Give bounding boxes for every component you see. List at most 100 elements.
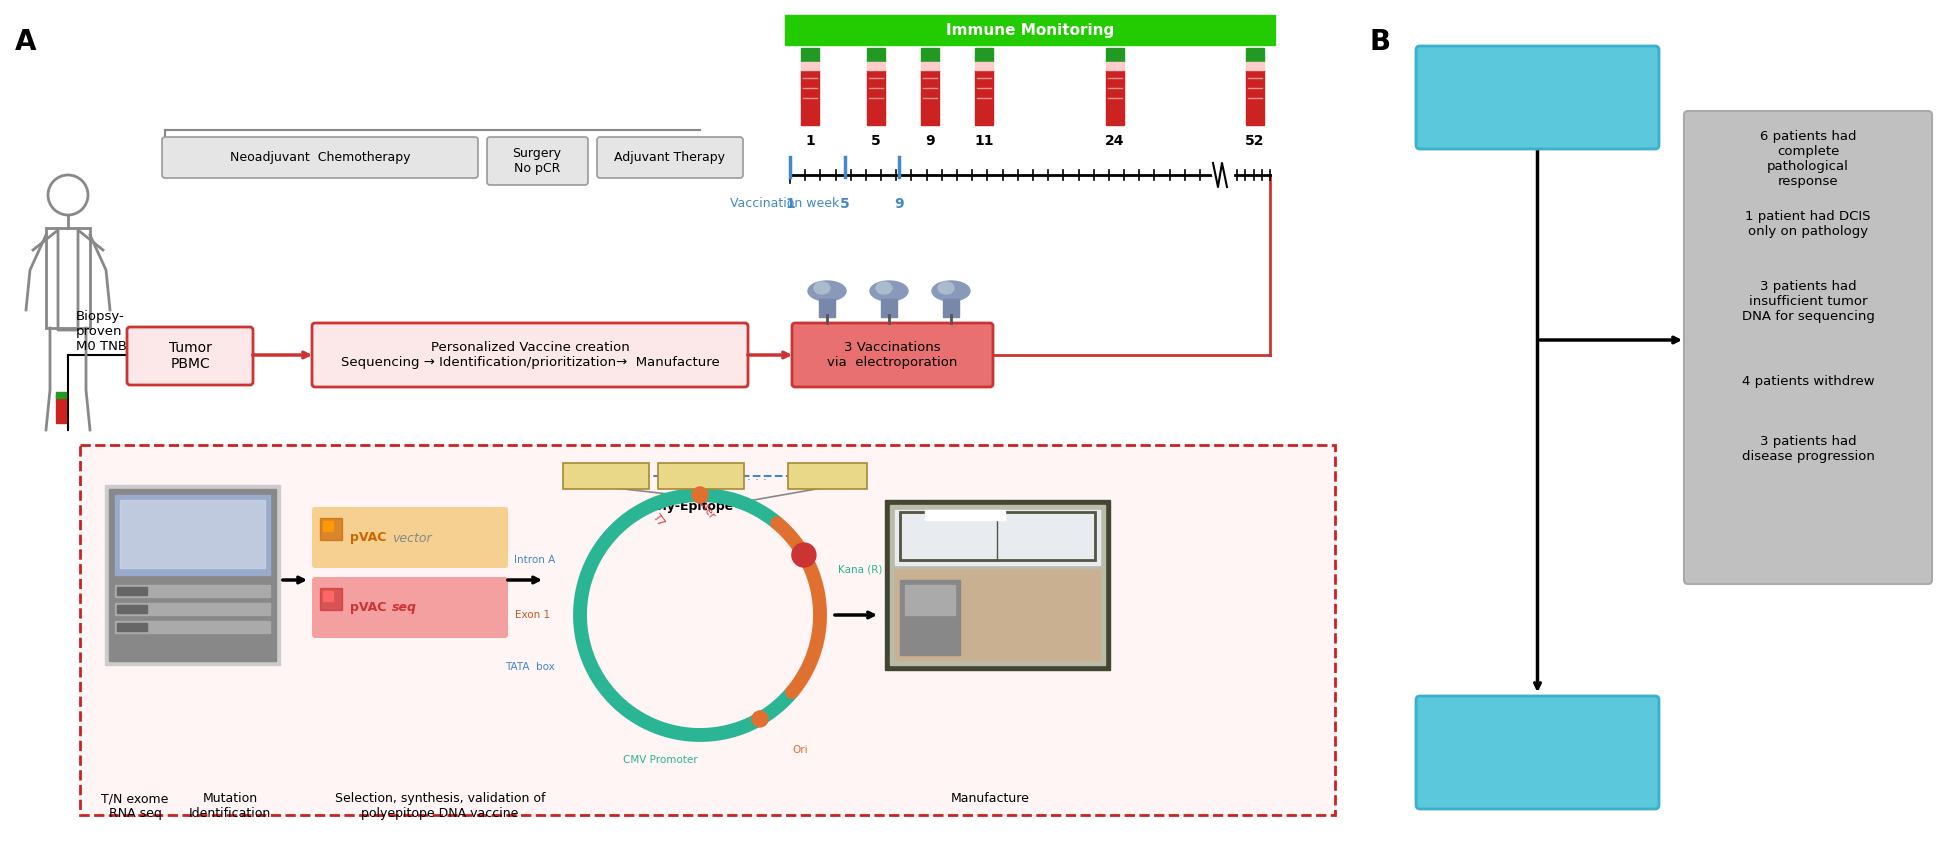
Bar (802, 48, 819, 62)
Text: T7: T7 (650, 512, 666, 528)
Text: T/N exome
RNA seq: T/N exome RNA seq (101, 792, 169, 820)
Ellipse shape (932, 281, 969, 301)
Text: 11: 11 (975, 134, 994, 148)
Text: 1: 1 (784, 197, 794, 211)
Text: Exon 1: Exon 1 (516, 610, 551, 620)
Text: . . .: . . . (747, 469, 767, 483)
Bar (905, 585, 955, 615)
Bar (1245, 48, 1265, 62)
Text: Adjuvant Therapy: Adjuvant Therapy (615, 151, 726, 163)
Bar (920, 48, 940, 62)
FancyBboxPatch shape (1417, 696, 1660, 809)
Bar (899, 512, 1096, 560)
Bar (115, 621, 270, 633)
Bar (899, 580, 959, 655)
FancyBboxPatch shape (311, 577, 508, 638)
Bar (115, 585, 270, 597)
Text: Mutation
Identification: Mutation Identification (189, 792, 270, 820)
Ellipse shape (876, 282, 891, 294)
Text: Surgery
No pCR: Surgery No pCR (512, 147, 562, 175)
Bar (882, 299, 897, 317)
Bar (889, 505, 1105, 665)
Bar (319, 588, 342, 610)
Circle shape (792, 543, 815, 567)
Bar (895, 510, 1099, 565)
Text: Promoter: Promoter (681, 479, 716, 521)
FancyBboxPatch shape (162, 137, 479, 178)
Bar (319, 518, 342, 540)
Text: 5: 5 (841, 197, 850, 211)
Bar (117, 605, 148, 613)
Bar (56, 395, 66, 423)
Bar (1105, 70, 1125, 125)
Text: Kana (R): Kana (R) (839, 565, 882, 575)
FancyBboxPatch shape (658, 463, 743, 489)
Text: 9: 9 (895, 197, 903, 211)
FancyBboxPatch shape (562, 463, 650, 489)
Ellipse shape (808, 281, 847, 301)
Bar (56, 392, 66, 398)
FancyBboxPatch shape (788, 463, 868, 489)
Bar (117, 623, 148, 631)
Text: 3 patients had
insufficient tumor
DNA for sequencing: 3 patients had insufficient tumor DNA fo… (1742, 280, 1874, 323)
Text: Intron A: Intron A (514, 555, 555, 565)
Bar (323, 521, 333, 531)
Bar (868, 62, 885, 70)
Bar (895, 570, 1099, 660)
Bar (121, 500, 265, 568)
Text: EPITOPE n: EPITOPE n (798, 471, 858, 481)
FancyBboxPatch shape (1417, 46, 1660, 149)
Text: 9: 9 (924, 134, 934, 148)
Text: 6 patients had
complete
pathological
response: 6 patients had complete pathological res… (1759, 130, 1856, 188)
Ellipse shape (938, 282, 954, 294)
Circle shape (751, 711, 769, 727)
Text: 52: 52 (1245, 134, 1265, 148)
Bar (868, 70, 885, 125)
Bar (1245, 62, 1265, 70)
Text: 35 Patients with
locally advanced
TNBC consented: 35 Patients with locally advanced TNBC c… (1469, 72, 1605, 123)
Bar (115, 603, 270, 615)
Text: 24: 24 (1105, 134, 1125, 148)
Bar (109, 489, 276, 661)
Bar (885, 500, 1109, 670)
Bar (944, 299, 959, 317)
Text: Tumor
PBMC: Tumor PBMC (169, 341, 212, 371)
Text: 4 patients withdrew: 4 patients withdrew (1742, 375, 1874, 388)
Ellipse shape (870, 281, 909, 301)
Text: 3 patients had
disease progression: 3 patients had disease progression (1742, 435, 1874, 463)
Text: Biopsy-
proven
M0 TNBC: Biopsy- proven M0 TNBC (76, 310, 136, 353)
Bar (802, 70, 819, 125)
Bar (117, 587, 148, 595)
Bar (1245, 70, 1265, 125)
FancyBboxPatch shape (792, 323, 992, 387)
Bar (819, 299, 835, 317)
Text: EPITOPE 2: EPITOPE 2 (671, 471, 732, 481)
Text: Selection, synthesis, validation of
polyepitope DNA vaccine: Selection, synthesis, validation of poly… (335, 792, 545, 820)
Bar (975, 62, 992, 70)
Text: 1 patient had DCIS
only on pathology: 1 patient had DCIS only on pathology (1746, 210, 1870, 238)
Bar (975, 70, 992, 125)
Text: A: A (16, 28, 37, 56)
Bar (920, 70, 940, 125)
Text: 3 Vaccinations
via  electroporation: 3 Vaccinations via electroporation (827, 341, 957, 369)
Bar (323, 591, 333, 601)
Text: TATA  box: TATA box (506, 662, 555, 672)
Text: Ori: Ori (792, 745, 808, 755)
Text: Immune Monitoring: Immune Monitoring (946, 23, 1115, 38)
Text: Vaccination week: Vaccination week (730, 197, 839, 210)
Text: Neoadjuvant  Chemotherapy: Neoadjuvant Chemotherapy (230, 151, 411, 163)
FancyBboxPatch shape (597, 137, 743, 178)
FancyBboxPatch shape (486, 137, 588, 185)
Text: 5: 5 (872, 134, 882, 148)
FancyBboxPatch shape (311, 323, 747, 387)
Text: Poly-Epitope: Poly-Epitope (646, 500, 734, 513)
Text: Personalized Vaccine creation
Sequencing → Identification/prioritization→  Manuf: Personalized Vaccine creation Sequencing… (341, 341, 720, 369)
Text: pVAC: pVAC (350, 601, 387, 615)
Bar (1105, 48, 1125, 62)
Bar (80, 445, 1335, 815)
Bar (115, 495, 270, 575)
Text: B: B (1370, 28, 1391, 56)
Bar (802, 62, 819, 70)
Bar (47, 228, 90, 328)
Bar (975, 48, 992, 62)
